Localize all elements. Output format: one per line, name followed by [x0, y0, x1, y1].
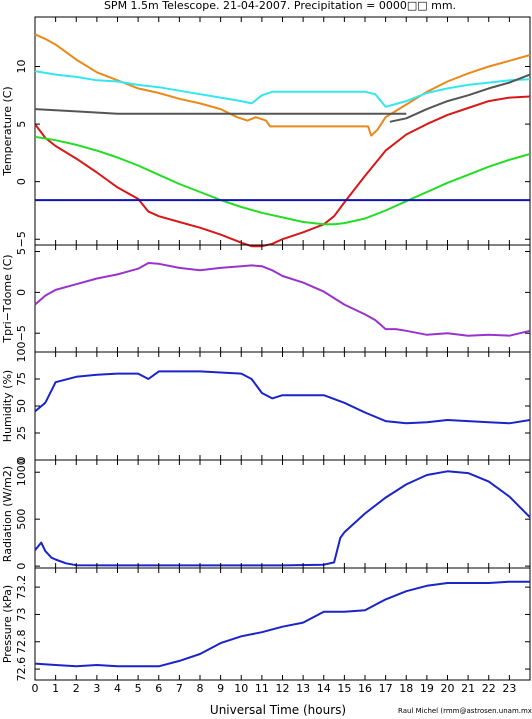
x-tick-label: 16: [358, 682, 372, 695]
x-tick-label: 1: [52, 682, 59, 695]
x-tick-label: 14: [317, 682, 331, 695]
x-tick-label: 22: [482, 682, 496, 695]
chart-title: SPM 1.5m Telescope. 21-04-2007. Precipit…: [104, 0, 456, 12]
y-tick-label: 72.6: [15, 657, 28, 682]
x-tick-label: 2: [73, 682, 80, 695]
y-axis-label-pressure: Pressure (kPa): [1, 585, 14, 663]
series-temperature-gray-2: [34, 108, 407, 115]
panel-frame: [34, 16, 531, 246]
y-tick-label: 0: [15, 289, 28, 296]
panel-frame: [34, 244, 531, 353]
series-temperature-red-4: [34, 95, 531, 248]
y-tick-label: 10: [15, 60, 28, 74]
series-temperature-gray-3: [389, 73, 531, 123]
x-tick-label: 12: [276, 682, 290, 695]
y-tick-label: 5: [15, 248, 28, 255]
y-tick-label: 73.2: [15, 575, 28, 600]
y-tick-label: −5: [15, 325, 28, 341]
y-axis-label-humidity: Humidity (%): [1, 370, 14, 442]
y-tick-label: 75: [15, 372, 28, 386]
panel-frame: [34, 351, 531, 461]
y-tick-label: 72.8: [15, 630, 28, 655]
y-tick-label: 500: [15, 509, 28, 530]
x-tick-label: 10: [234, 682, 248, 695]
x-tick-label: 17: [379, 682, 393, 695]
y-axis-label-temperature: Temperature (C): [1, 86, 14, 176]
panel-frame: [34, 567, 531, 681]
x-axis-label: Universal Time (hours): [210, 703, 346, 717]
y-tick-label: 0: [15, 563, 28, 570]
y-axis-label-tdiff: Tpri−Tdome (C): [1, 254, 14, 343]
x-tick-label: 11: [255, 682, 269, 695]
x-tick-label: 19: [420, 682, 434, 695]
y-tick-label: 100: [15, 342, 28, 363]
y-tick-label: 73: [15, 607, 28, 621]
series-pressure-navy-0: [34, 580, 530, 668]
x-tick-label: 21: [461, 682, 475, 695]
series-radiation-navy-0: [34, 470, 531, 567]
x-tick-label: 18: [399, 682, 413, 695]
credit-text: Raul Michel (rmm@astrosen.unam.mx): [398, 707, 532, 715]
x-tick-label: 4: [114, 682, 121, 695]
x-tick-label: 23: [502, 682, 516, 695]
x-tick-label: 0: [32, 682, 39, 695]
x-tick-label: 8: [197, 682, 204, 695]
x-tick-label: 15: [337, 682, 351, 695]
series-tdiff-purple-0: [34, 262, 531, 337]
y-tick-label: 0: [15, 457, 28, 464]
y-tick-label: 5: [15, 121, 28, 128]
x-tick-label: 5: [135, 682, 142, 695]
x-tick-label: 6: [155, 682, 162, 695]
x-tick-label: 9: [217, 682, 224, 695]
y-tick-label: 50: [15, 399, 28, 413]
series-temperature-cyan-1: [34, 70, 531, 108]
x-tick-label: 3: [93, 682, 100, 695]
series-temperature-green-5: [34, 135, 531, 226]
y-tick-label: −5: [15, 231, 28, 247]
x-tick-label: 13: [296, 682, 310, 695]
y-tick-label: 25: [15, 426, 28, 440]
y-tick-label: 0: [15, 178, 28, 185]
y-axis-label-radiation: Radiation (W/m2): [1, 466, 14, 562]
panel-frame: [34, 459, 531, 569]
x-tick-label: 7: [176, 682, 183, 695]
x-tick-label: 20: [441, 682, 455, 695]
series-temperature-orange-0: [34, 33, 531, 137]
series-humidity-navy-0: [34, 370, 531, 425]
y-tick-label: 1000: [15, 458, 28, 486]
